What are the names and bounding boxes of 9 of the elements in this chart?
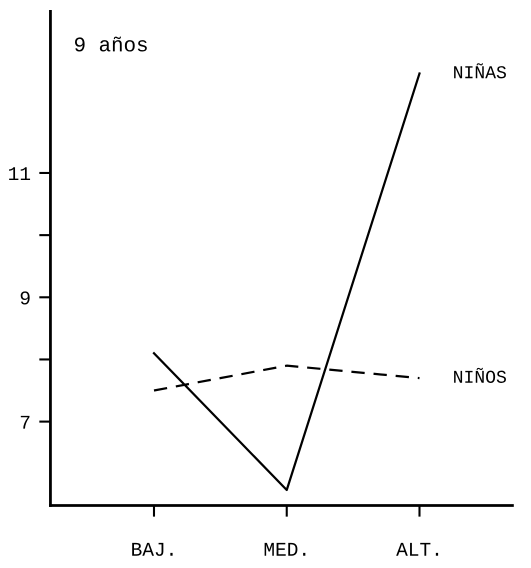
y-tick-label: 11	[9, 167, 30, 180]
y-tick-label: 7	[20, 416, 30, 429]
x-tick-label: BAJ.	[132, 542, 173, 556]
series-label: NIÑOS	[454, 368, 506, 383]
series-label: NIÑAS	[454, 63, 506, 78]
x-tick-label: ALT.	[396, 542, 438, 556]
text: 9 años	[74, 36, 147, 52]
x-tick-label: MED.	[264, 542, 306, 556]
y-tick-label: 9	[20, 291, 30, 305]
